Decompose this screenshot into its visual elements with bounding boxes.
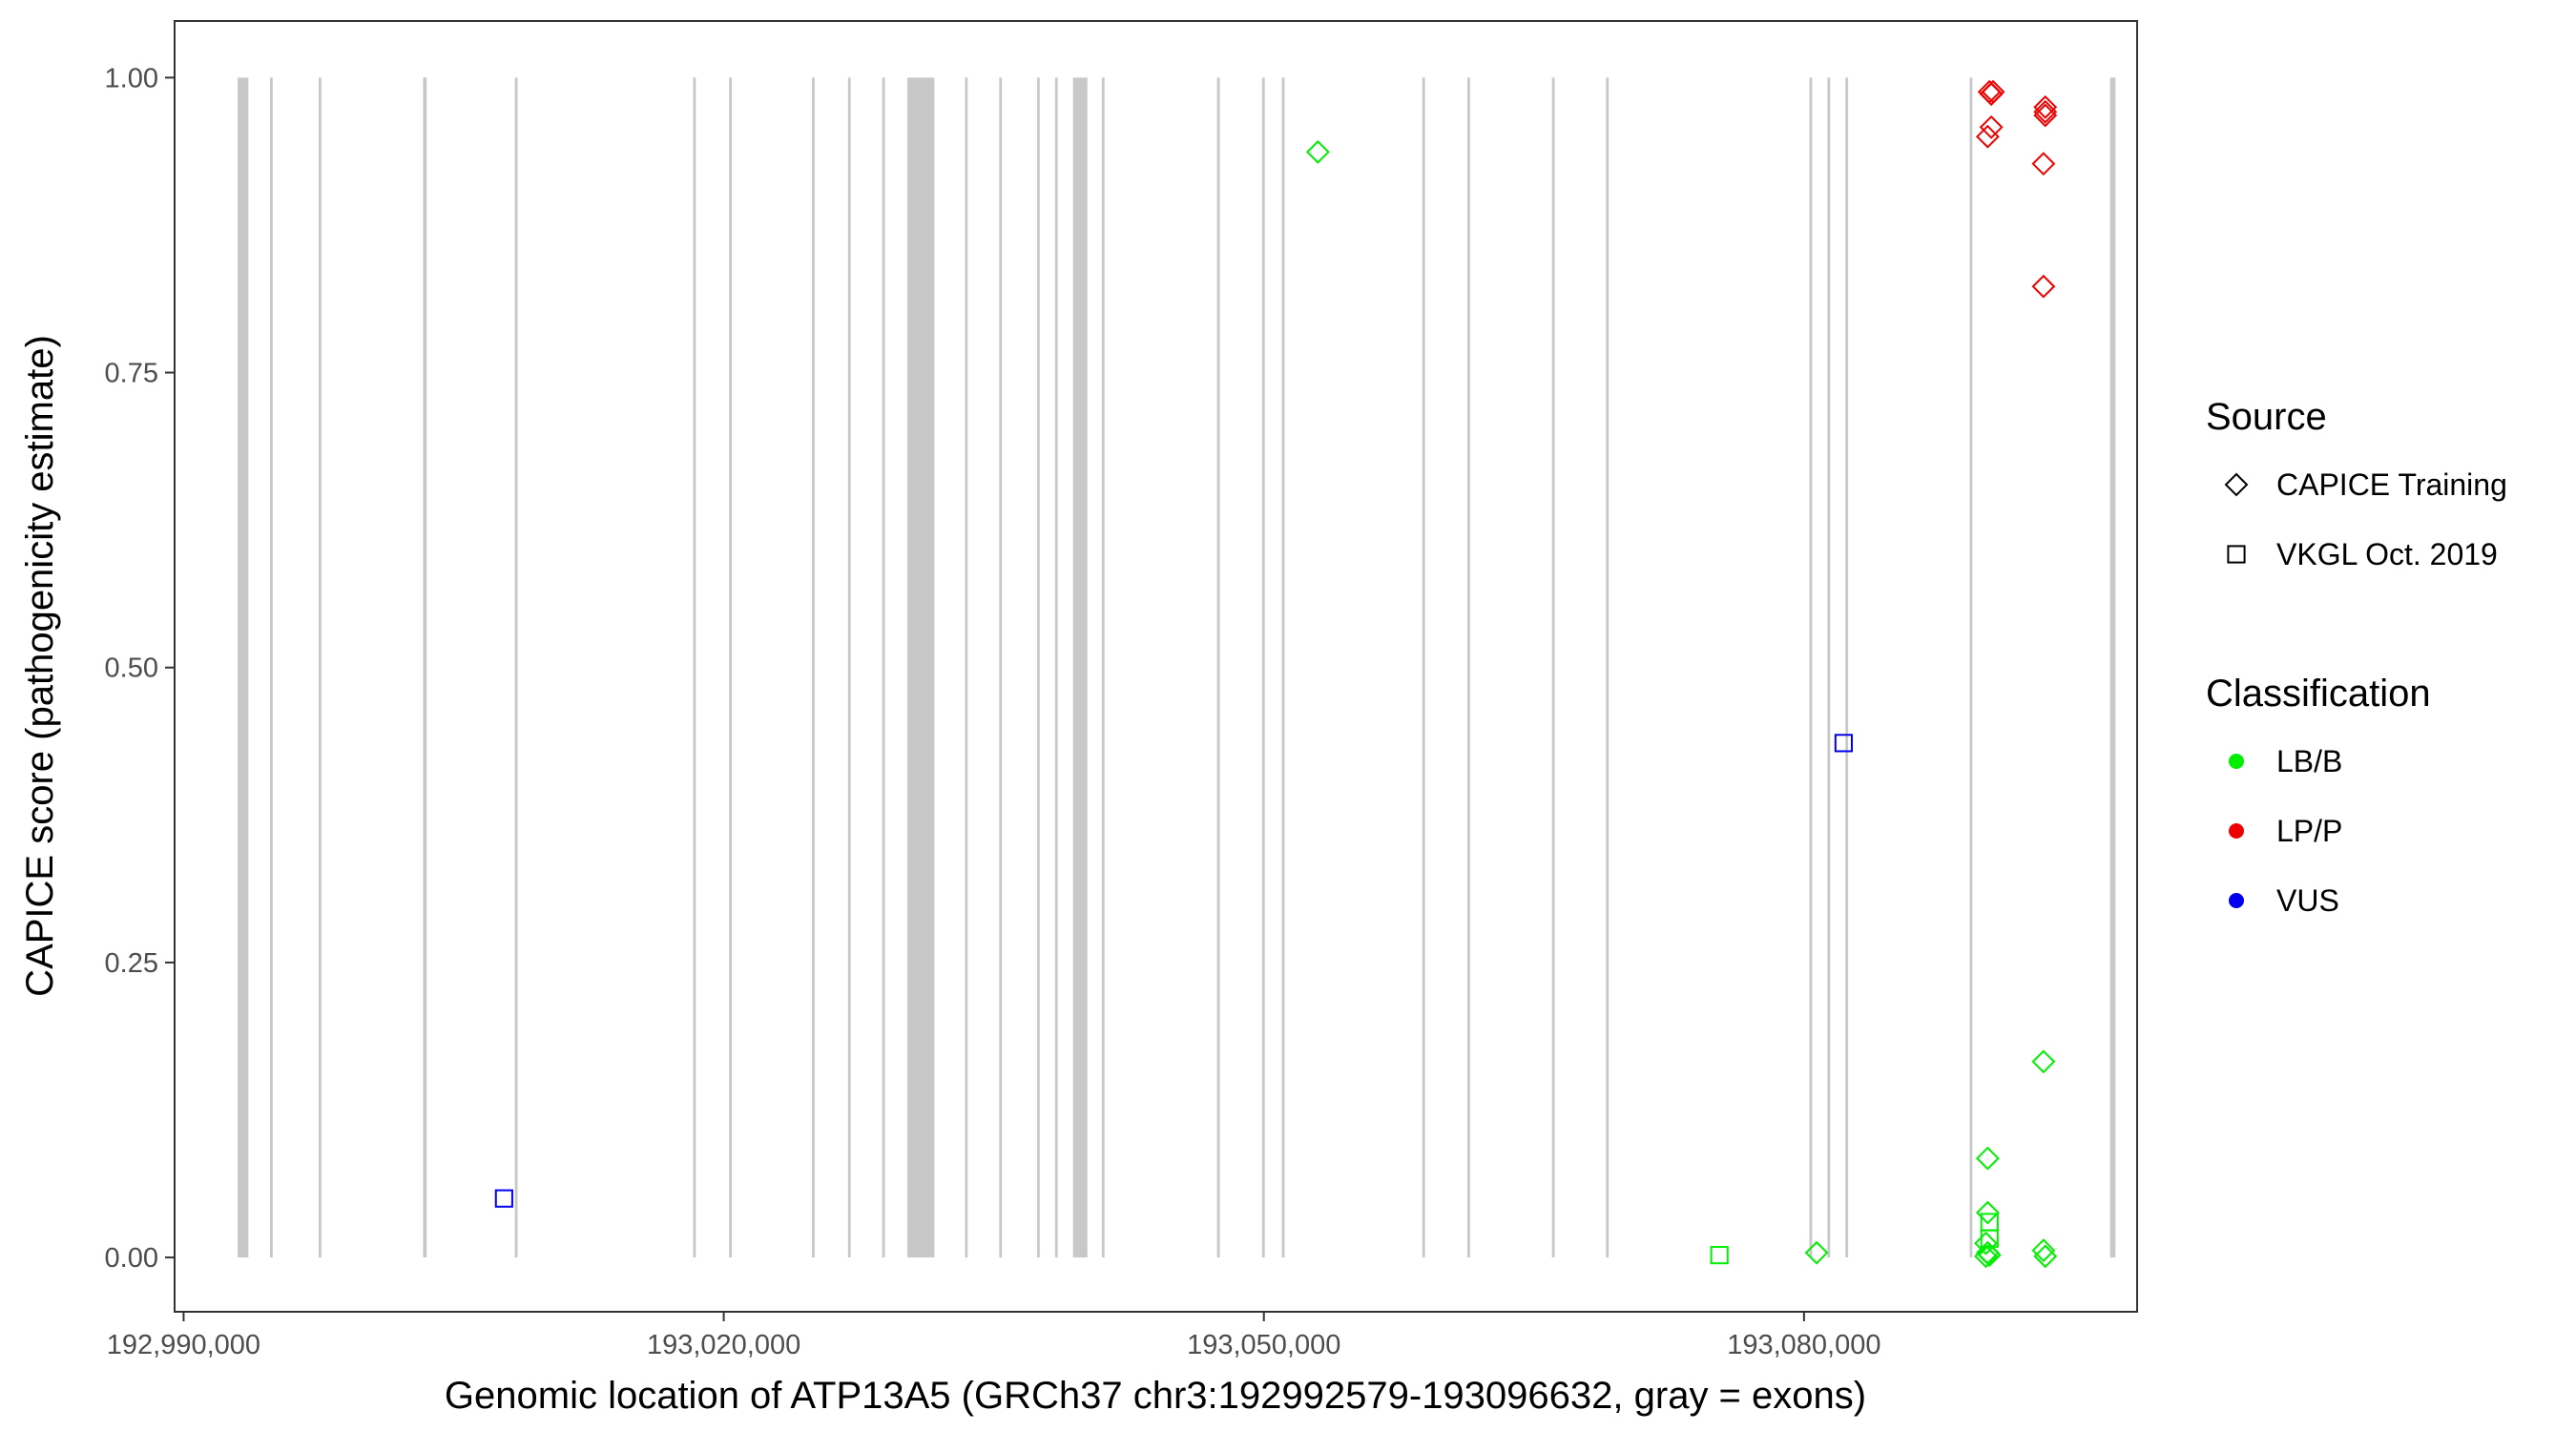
data-point — [1804, 1240, 1829, 1265]
data-point — [1977, 1243, 2002, 1268]
data-point — [2031, 274, 2056, 299]
exon-band — [1422, 77, 1425, 1258]
legend-classification-title: Classification — [2206, 673, 2431, 715]
data-point — [2031, 1049, 2056, 1074]
data-point — [1975, 124, 2000, 149]
data-point — [1974, 1244, 1998, 1269]
exon-band — [1216, 77, 1220, 1258]
x-tick-label: 193,080,000 — [1727, 1330, 1880, 1360]
exon-band — [1845, 77, 1849, 1258]
exon-band — [270, 77, 273, 1258]
exon-band — [882, 77, 885, 1258]
data-point — [1975, 1146, 2000, 1171]
x-tick-label: 193,020,000 — [647, 1330, 800, 1360]
exon-band — [318, 77, 322, 1258]
exon-band — [1054, 77, 1058, 1258]
exon-band — [729, 77, 733, 1258]
exon-band — [1072, 77, 1088, 1258]
y-tick-label: 0.25 — [105, 948, 158, 979]
exon-band — [2109, 77, 2116, 1258]
exon-band — [1551, 77, 1555, 1258]
legend-classification-key — [2229, 754, 2244, 769]
exon-band — [1101, 77, 1105, 1258]
exon-band — [1466, 77, 1470, 1258]
legend-classification-label: LB/B — [2276, 744, 2342, 778]
exon-band — [1809, 77, 1813, 1258]
plot-panel-border — [174, 20, 2138, 1313]
exon-band — [514, 77, 518, 1258]
legend-classification-key — [2229, 893, 2244, 908]
exon-band — [847, 77, 851, 1258]
data-point — [1979, 114, 2004, 139]
data-point — [494, 1189, 513, 1208]
y-tick-label: 0.75 — [105, 359, 158, 389]
data-point — [1979, 82, 2004, 107]
exon-band — [965, 77, 968, 1258]
exon-band — [1827, 77, 1831, 1258]
data-point — [1710, 1246, 1729, 1265]
exon-band — [812, 77, 815, 1258]
y-tick-label: 1.00 — [105, 63, 158, 93]
data-points — [494, 79, 2058, 1269]
data-point — [2033, 103, 2058, 128]
legend: Source CAPICE Training VKGL Oct. 2019 Cla… — [2206, 396, 2507, 918]
x-tick-label: 193,050,000 — [1187, 1330, 1340, 1360]
x-axis: 192,990,000 193,020,000 193,050,000 193,080… — [107, 1312, 1881, 1360]
y-axis: 0.00 0.25 0.50 0.75 1.00 — [105, 63, 175, 1274]
exon-band — [1281, 77, 1285, 1258]
legend-source-items: CAPICE Training VKGL Oct. 2019 — [2224, 467, 2507, 571]
legend-source-label: CAPICE Training — [2276, 467, 2507, 502]
legend-classification-items: LB/B LP/P VUS — [2229, 744, 2342, 918]
x-tick-label: 192,990,000 — [107, 1330, 260, 1360]
data-point — [2033, 94, 2058, 119]
data-point — [2033, 99, 2058, 124]
data-point — [2031, 152, 2056, 176]
data-point — [2033, 1244, 2058, 1269]
exon-band — [1036, 77, 1040, 1258]
exon-band — [693, 77, 696, 1258]
exon-bands — [238, 77, 2116, 1258]
exon-band — [1969, 77, 1973, 1258]
legend-source-key — [2227, 545, 2246, 564]
y-axis-title: CAPICE score (pathogenicity estimate) — [19, 335, 61, 997]
legend-classification-label: LP/P — [2276, 814, 2342, 848]
legend-classification-key — [2229, 823, 2244, 839]
exon-band — [907, 77, 935, 1258]
exon-band — [1261, 77, 1265, 1258]
data-point — [2031, 1238, 2056, 1263]
x-axis-title: Genomic location of ATP13A5 (GRCh37 chr3… — [445, 1375, 1866, 1417]
y-tick-label: 0.50 — [105, 653, 158, 684]
legend-source-key — [2224, 472, 2249, 497]
data-point — [1305, 139, 1330, 164]
data-point — [1974, 1231, 1998, 1255]
legend-classification-label: VUS — [2276, 883, 2339, 918]
exon-band — [238, 77, 249, 1258]
data-point — [1975, 1200, 2000, 1225]
y-tick-label: 0.00 — [105, 1243, 158, 1274]
exon-band — [423, 77, 427, 1258]
exon-band — [1606, 77, 1610, 1258]
legend-source-label: VKGL Oct. 2019 — [2276, 537, 2498, 571]
data-point — [1834, 734, 1853, 753]
legend-source-title: Source — [2206, 396, 2327, 438]
data-point — [1980, 1229, 1999, 1248]
exon-band — [999, 77, 1003, 1258]
